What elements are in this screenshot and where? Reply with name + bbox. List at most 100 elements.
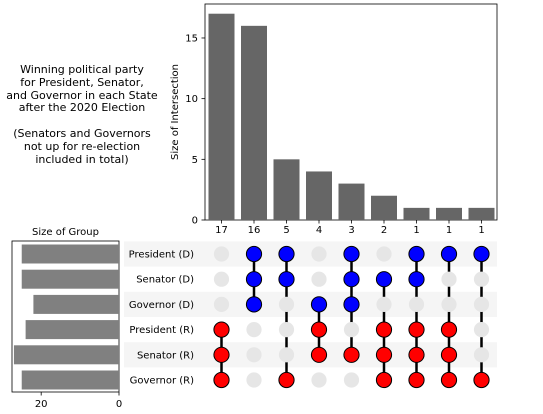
matrix-dot-active: [310, 321, 328, 338]
matrix-dot-active: [408, 245, 425, 263]
matrix-dot-inactive: [441, 271, 457, 287]
matrix-dot-active: [245, 245, 263, 263]
matrix-dot-active: [408, 346, 425, 363]
matrix-dot-active: [343, 296, 360, 313]
matrix-row-label: Senator (R): [137, 350, 194, 361]
title-main: Winning political party for President, S…: [6, 63, 158, 115]
intersection-bar: [241, 25, 267, 220]
matrix-dot-inactive: [343, 322, 360, 338]
intersection-bar-label: 3: [348, 225, 354, 236]
group-size-bar: [21, 370, 119, 390]
membership-matrix: President (D) Senator (D) Governor (D) Pres…: [124, 241, 497, 389]
matrix-row-label: President (R): [129, 325, 194, 336]
matrix-dot-active: [375, 271, 393, 288]
matrix-dot-active: [278, 271, 295, 288]
matrix-dot-active: [375, 346, 393, 363]
group-size-x-tick: 20: [35, 399, 48, 410]
intersection-bar: [403, 207, 430, 220]
matrix-dot-active: [408, 321, 425, 338]
matrix-dot-active: [473, 371, 490, 389]
matrix-dot-inactive: [278, 296, 295, 312]
group-size-x-tick: 0: [116, 399, 122, 410]
matrix-dot-inactive: [311, 372, 327, 388]
matrix-row-label: Governor (D): [129, 300, 194, 311]
group-size-panel: Size of Group 20 0: [11, 227, 122, 410]
group-size-axes-frame: [11, 240, 120, 393]
intersection-bar: [306, 171, 332, 220]
matrix-dot-inactive: [213, 246, 230, 262]
matrix-dot-inactive: [473, 271, 490, 287]
matrix-dot-active: [408, 271, 425, 288]
matrix-dot-active: [440, 346, 458, 363]
group-size-bar: [21, 269, 119, 289]
matrix-dot-inactive: [213, 296, 230, 312]
intersection-bar-label: 16: [248, 225, 261, 236]
matrix-dot-active: [473, 245, 490, 263]
intersection-y-tick: 10: [185, 94, 198, 105]
intersection-bar-panel: 0 5 10 15 17 16 5 4 3 2 1 1 1 Size of Intersection: [170, 3, 498, 236]
matrix-dot-inactive: [473, 347, 490, 363]
intersection-y-tick: 5: [192, 155, 198, 166]
matrix-dot-inactive: [278, 322, 295, 338]
matrix-dot-inactive: [376, 296, 392, 312]
intersection-bar-label: 4: [316, 225, 322, 236]
intersection-bar: [273, 159, 300, 220]
matrix-dot-active: [310, 296, 328, 313]
matrix-row-stripe: [124, 291, 497, 317]
group-size-bar: [33, 294, 119, 314]
matrix-dot-inactive: [441, 296, 457, 312]
title-note: (Senators and Governors not up for re-el…: [13, 126, 151, 166]
matrix-dot-inactive: [311, 271, 327, 287]
intersection-y-label: Size of Intersection: [170, 64, 181, 160]
matrix-dot-active: [343, 271, 360, 288]
matrix-dot-inactive: [246, 322, 262, 338]
matrix-dot-inactive: [246, 347, 262, 363]
intersection-bar-label: 5: [283, 225, 289, 236]
matrix-dot-inactive: [311, 246, 327, 262]
intersection-bar: [436, 207, 462, 220]
matrix-dot-inactive: [473, 296, 490, 312]
intersection-bar-label: 1: [478, 225, 484, 236]
matrix-dot-inactive: [473, 322, 490, 338]
matrix-dot-active: [213, 371, 230, 389]
intersection-y-tick: 0: [192, 216, 198, 227]
group-size-bar: [25, 320, 120, 340]
intersection-bar-label: 1: [413, 225, 419, 236]
matrix-row-label: President (D): [129, 250, 194, 261]
matrix-dot-inactive: [408, 296, 425, 312]
matrix-dot-active: [408, 371, 425, 389]
intersection-bar-label: 2: [381, 225, 387, 236]
matrix-dot-active: [375, 371, 393, 389]
matrix-dot-active: [310, 346, 328, 363]
matrix-dot-inactive: [343, 372, 360, 388]
group-size-bar: [21, 244, 119, 264]
matrix-dot-active: [343, 346, 360, 363]
group-size-title: Size of Group: [32, 227, 99, 238]
matrix-dot-active: [278, 245, 295, 263]
intersection-y-tick: 15: [185, 33, 198, 44]
matrix-dot-active: [440, 321, 458, 338]
intersection-bar: [371, 195, 397, 220]
matrix-dot-active: [440, 371, 458, 389]
matrix-dot-inactive: [376, 246, 392, 262]
group-size-bar: [13, 345, 119, 365]
matrix-dot-active: [440, 245, 458, 263]
matrix-dot-active: [375, 321, 393, 338]
matrix-dot-inactive: [246, 372, 262, 388]
matrix-dot-active: [213, 321, 230, 338]
intersection-bar: [468, 207, 495, 220]
matrix-dot-active: [278, 371, 295, 389]
matrix-dot-active: [245, 296, 263, 313]
matrix-row-label: Senator (D): [136, 275, 194, 286]
matrix-dot-inactive: [213, 271, 230, 287]
matrix-row-label: Governor (R): [130, 376, 194, 387]
matrix-row-stripe: [124, 241, 497, 267]
intersection-bar: [338, 183, 365, 220]
matrix-dot-active: [213, 346, 230, 363]
figure-title: Winning political party for President, S…: [2, 63, 162, 166]
matrix-dot-active: [343, 245, 360, 263]
matrix-row-stripe: [124, 342, 497, 368]
intersection-bar-label: 17: [215, 225, 228, 236]
matrix-dot-active: [245, 271, 263, 288]
